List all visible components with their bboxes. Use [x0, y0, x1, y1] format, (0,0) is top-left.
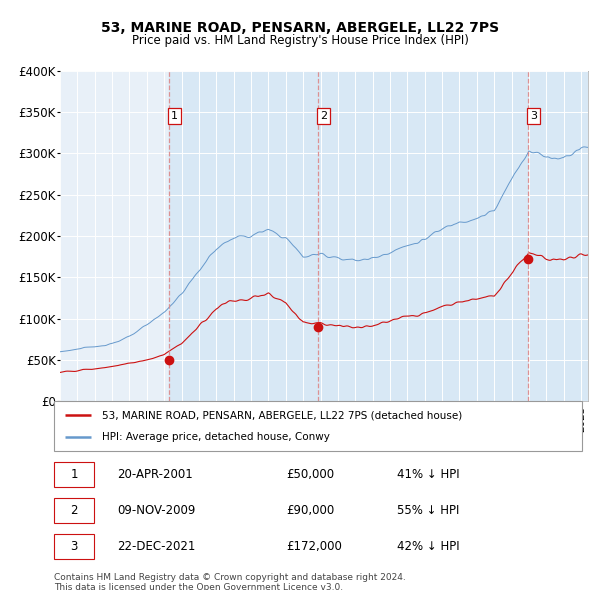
Text: 3: 3: [70, 540, 78, 553]
Text: 2: 2: [320, 112, 327, 121]
Text: 53, MARINE ROAD, PENSARN, ABERGELE, LL22 7PS: 53, MARINE ROAD, PENSARN, ABERGELE, LL22…: [101, 21, 499, 35]
Text: 3: 3: [530, 112, 537, 121]
Text: £172,000: £172,000: [286, 540, 342, 553]
Text: 22-DEC-2021: 22-DEC-2021: [118, 540, 196, 553]
Text: Price paid vs. HM Land Registry's House Price Index (HPI): Price paid vs. HM Land Registry's House …: [131, 34, 469, 47]
Text: 55% ↓ HPI: 55% ↓ HPI: [397, 504, 460, 517]
Text: 09-NOV-2009: 09-NOV-2009: [118, 504, 196, 517]
FancyBboxPatch shape: [54, 498, 94, 523]
Bar: [169, 71, 318, 401]
Bar: [529, 71, 588, 401]
Text: 53, MARINE ROAD, PENSARN, ABERGELE, LL22 7PS (detached house): 53, MARINE ROAD, PENSARN, ABERGELE, LL22…: [101, 410, 462, 420]
Text: Contains HM Land Registry data © Crown copyright and database right 2024.: Contains HM Land Registry data © Crown c…: [54, 573, 406, 582]
Text: £90,000: £90,000: [286, 504, 335, 517]
Text: £50,000: £50,000: [286, 468, 334, 481]
FancyBboxPatch shape: [54, 462, 94, 487]
Text: HPI: Average price, detached house, Conwy: HPI: Average price, detached house, Conw…: [101, 432, 329, 442]
Text: 41% ↓ HPI: 41% ↓ HPI: [397, 468, 460, 481]
FancyBboxPatch shape: [54, 401, 582, 451]
Text: 20-APR-2001: 20-APR-2001: [118, 468, 193, 481]
Text: 42% ↓ HPI: 42% ↓ HPI: [397, 540, 460, 553]
FancyBboxPatch shape: [54, 534, 94, 559]
Bar: [318, 71, 529, 401]
Text: 1: 1: [171, 112, 178, 121]
Text: 1: 1: [70, 468, 78, 481]
Text: 2: 2: [70, 504, 78, 517]
Text: This data is licensed under the Open Government Licence v3.0.: This data is licensed under the Open Gov…: [54, 583, 343, 590]
